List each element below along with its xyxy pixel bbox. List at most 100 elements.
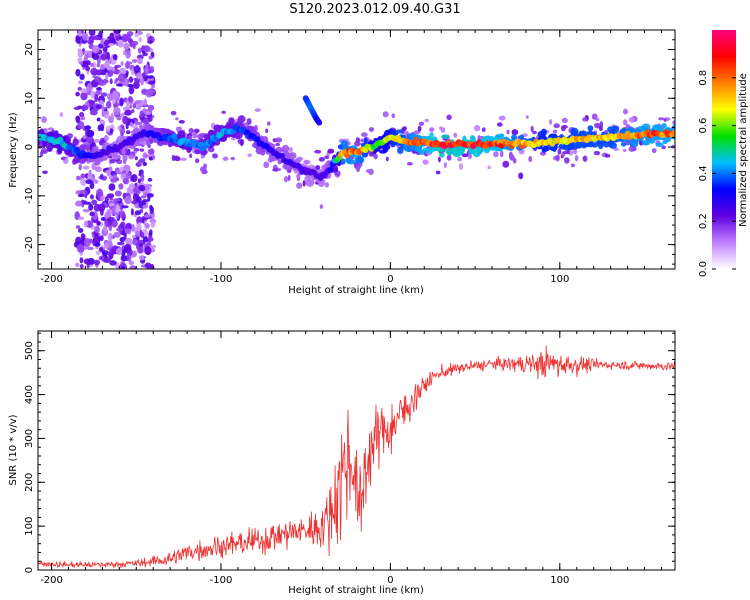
spectral-blob — [402, 126, 407, 131]
spectral-blob — [188, 128, 194, 134]
spectral-blob — [104, 242, 110, 249]
spectral-blob — [151, 84, 155, 89]
spectral-blob — [178, 120, 185, 124]
colorbar-tick-label: 0.6 — [698, 118, 709, 134]
spectral-blob — [136, 72, 143, 80]
spectral-blob — [147, 237, 152, 244]
spectral-blob — [180, 157, 187, 161]
spectral-blob — [126, 253, 132, 262]
spectral-blob — [88, 203, 94, 211]
spectral-blob — [175, 117, 179, 121]
spectral-blob — [105, 169, 110, 174]
spectral-blob — [452, 151, 461, 158]
y-tick-label: 0 — [24, 144, 35, 150]
spectral-blob — [316, 119, 323, 126]
x-tick-label: 0 — [387, 575, 393, 586]
spectral-blob — [327, 148, 335, 154]
spectral-blob — [472, 149, 481, 158]
spectral-blob — [140, 232, 145, 238]
spectral-blob — [137, 57, 143, 65]
spectral-blob — [510, 134, 518, 141]
spectral-blob — [327, 166, 334, 173]
spectral-blob — [113, 106, 121, 116]
spectral-blob — [461, 153, 469, 158]
spectral-blob — [187, 135, 193, 140]
spectral-blob — [91, 45, 100, 54]
spectral-blob — [266, 121, 271, 126]
spectral-blob — [128, 260, 135, 266]
spectral-blob — [123, 42, 130, 51]
spectral-blob — [94, 93, 99, 103]
snr-panel: -200 -100 0 100 0 100 200 300 400 500 Height of … — [8, 330, 676, 596]
spectral-blob — [121, 205, 129, 209]
spectral-blob — [138, 36, 142, 43]
spectral-blob — [573, 144, 580, 149]
spectral-blob — [582, 155, 588, 162]
spectral-blob — [435, 170, 441, 175]
spectral-blob — [247, 153, 253, 158]
spectral-blob — [278, 152, 285, 159]
spectral-blob — [107, 232, 114, 242]
spectral-blob — [85, 60, 91, 66]
spectral-blob — [127, 96, 133, 103]
spectral-blob — [487, 165, 491, 170]
spectral-blob — [95, 250, 101, 256]
spectral-blob — [145, 138, 150, 147]
spectral-blob — [94, 225, 100, 234]
spectral-blob — [75, 115, 81, 124]
spectral-blob — [125, 222, 132, 229]
spectral-blob — [599, 121, 604, 128]
colorbar-tick-label: 0.8 — [698, 70, 709, 86]
spectral-blob — [47, 127, 55, 131]
spectral-blob — [119, 97, 124, 107]
spectral-blob — [140, 173, 145, 183]
spectral-blob — [130, 266, 135, 269]
spectral-blob — [230, 156, 235, 161]
spectral-blob — [46, 131, 54, 138]
spectral-blob — [254, 108, 261, 112]
spectral-blob — [147, 89, 155, 95]
spectral-blob — [103, 257, 112, 263]
spectral-blob — [453, 132, 458, 138]
spectral-blob — [110, 59, 117, 65]
spectral-blob — [658, 117, 665, 121]
spectral-blob — [437, 156, 441, 163]
spectral-blob — [120, 61, 124, 66]
spectral-blob — [93, 259, 101, 266]
spectral-blob — [237, 115, 246, 123]
spectral-blob — [121, 148, 126, 155]
spectral-blob — [222, 156, 229, 161]
spectral-blob — [75, 68, 81, 77]
spectral-blob — [96, 220, 101, 226]
colorbar-scale — [712, 30, 736, 269]
spectral-blob — [170, 110, 177, 116]
spectral-blob — [100, 106, 107, 110]
spectral-blob — [275, 137, 283, 143]
spectral-blob — [530, 125, 534, 133]
spectral-blob — [511, 129, 519, 136]
spectral-blob — [59, 112, 64, 118]
spectral-blob — [96, 117, 101, 122]
spectral-blob — [119, 128, 126, 134]
spectral-blob — [103, 134, 109, 142]
spectral-blob — [283, 175, 288, 183]
spectral-blob — [288, 147, 293, 153]
spectral-blob — [128, 154, 135, 160]
spectral-blob — [469, 134, 475, 142]
spectral-blob — [109, 128, 114, 134]
spectral-blob — [80, 173, 87, 178]
spectral-blob — [132, 239, 139, 245]
spectral-blob — [135, 64, 140, 71]
spectral-blob — [126, 99, 130, 108]
spectral-blob — [641, 123, 651, 131]
spectral-blob — [85, 179, 93, 185]
spectral-blob — [100, 53, 107, 61]
colorbar-tick-label: 0.2 — [698, 213, 709, 229]
snr-x-axis-label: Height of straight line (km) — [288, 585, 424, 596]
spectral-blob — [303, 159, 310, 165]
spectral-blob — [100, 64, 106, 70]
spectral-blob — [124, 227, 132, 235]
spectral-blob — [94, 241, 101, 247]
spectral-blob — [481, 127, 486, 133]
spectral-blob — [91, 52, 99, 61]
